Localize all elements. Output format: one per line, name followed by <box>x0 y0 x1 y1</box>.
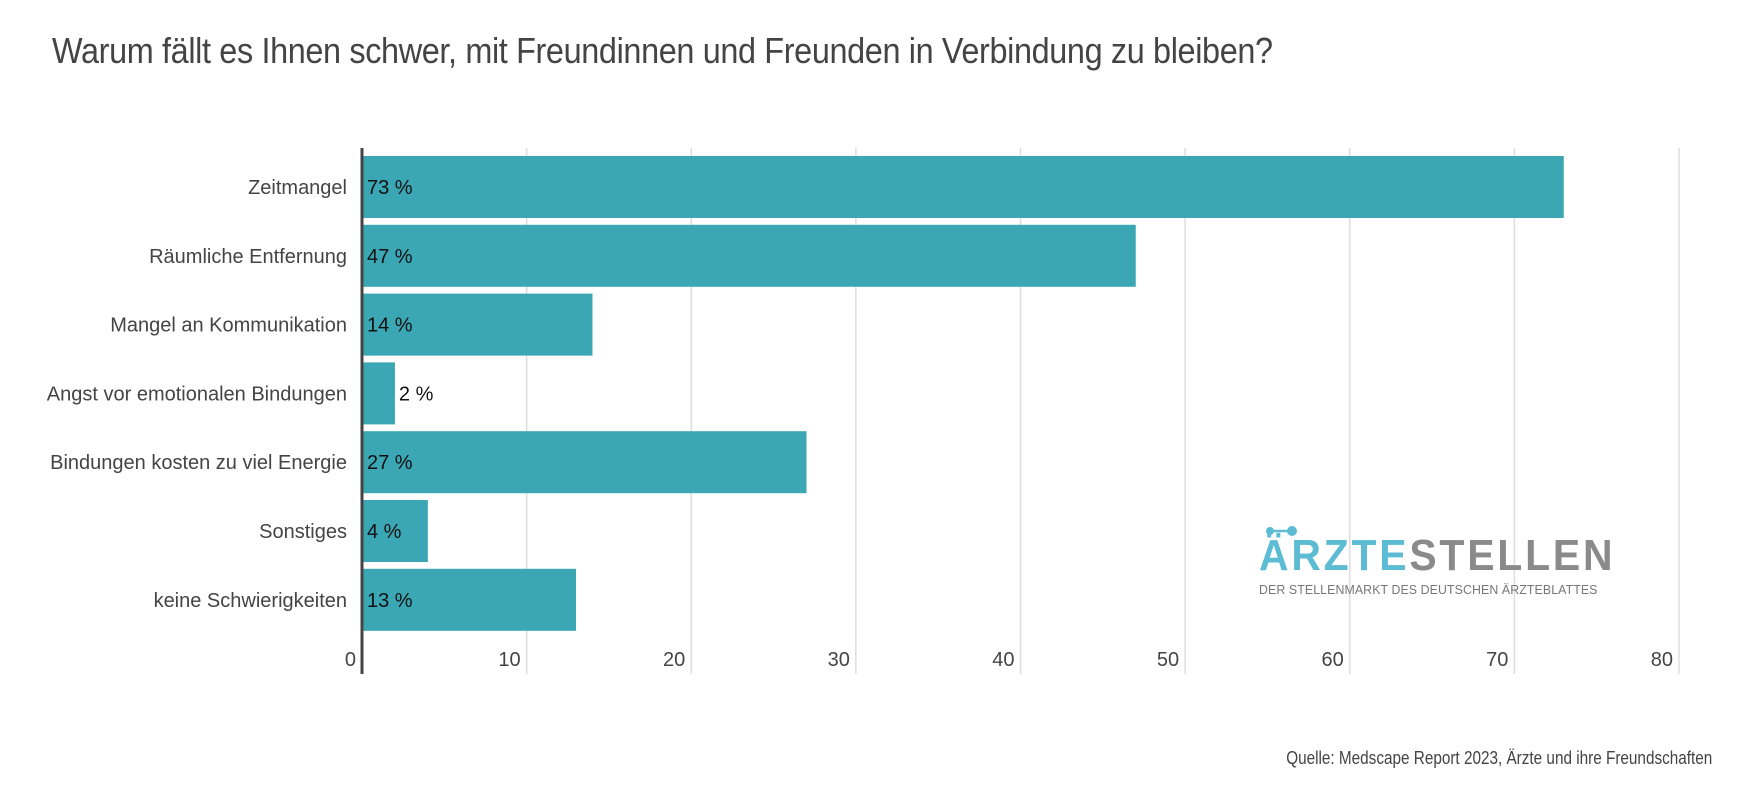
logo-dots-icon <box>1266 526 1297 536</box>
x-tick-label: 30 <box>828 649 850 671</box>
x-tick-label: 10 <box>498 649 520 671</box>
category-label: Räumliche Entfernung <box>149 246 347 268</box>
data-label: 2 % <box>399 383 434 405</box>
x-tick-label: 0 <box>345 649 356 671</box>
category-label: Angst vor emotionalen Bindungen <box>47 383 347 405</box>
bars <box>363 156 1564 631</box>
chart-title: Warum fällt es Ihnen schwer, mit Freundi… <box>52 30 1273 71</box>
logo-part-stellen: STELLEN <box>1409 531 1616 580</box>
x-tick-label: 80 <box>1651 649 1673 671</box>
category-label: keine Schwierigkeiten <box>154 590 347 612</box>
data-label: 47 % <box>367 246 413 268</box>
data-label: 13 % <box>367 590 413 612</box>
bar <box>363 500 428 562</box>
x-tick-label: 70 <box>1486 649 1508 671</box>
x-tick-label: 20 <box>663 649 685 671</box>
category-labels: Zeitmangel 73 % Räumliche Entfernung 47 % Ma… <box>47 177 434 612</box>
category-label: Mangel an Kommunikation <box>110 315 347 337</box>
source-note: Quelle: Medscape Report 2023, Ärzte und … <box>1285 748 1712 768</box>
arztestellen-logo: ÄRZTESTELLEN DER STELLENMARKT DES DEUTSC… <box>1259 526 1612 606</box>
bar <box>363 568 577 631</box>
x-tick-label: 60 <box>1322 649 1344 671</box>
category-label: Zeitmangel <box>248 177 347 199</box>
data-label: 73 % <box>367 177 413 199</box>
x-tick-label: 40 <box>992 649 1014 671</box>
data-label: 14 % <box>367 315 413 337</box>
bar <box>363 293 593 356</box>
category-label: Sonstiges <box>259 521 347 543</box>
logo-part-aerzte: ÄRZTE <box>1259 531 1410 580</box>
bar <box>363 156 1564 218</box>
data-label: 4 % <box>367 521 402 543</box>
bar <box>363 362 395 425</box>
logo-tagline: DER STELLENMARKT DES DEUTSCHEN ÄRZTEBLAT… <box>1259 582 1598 597</box>
data-label: 27 % <box>367 452 413 474</box>
bar <box>363 224 1136 287</box>
x-tick-labels: 0 10 20 30 40 50 60 70 80 <box>345 649 1673 671</box>
bar <box>363 431 807 494</box>
category-label: Bindungen kosten zu viel Energie <box>50 452 347 474</box>
x-tick-label: 50 <box>1157 649 1179 671</box>
logo-wordmark: ÄRZTESTELLEN <box>1259 531 1612 580</box>
